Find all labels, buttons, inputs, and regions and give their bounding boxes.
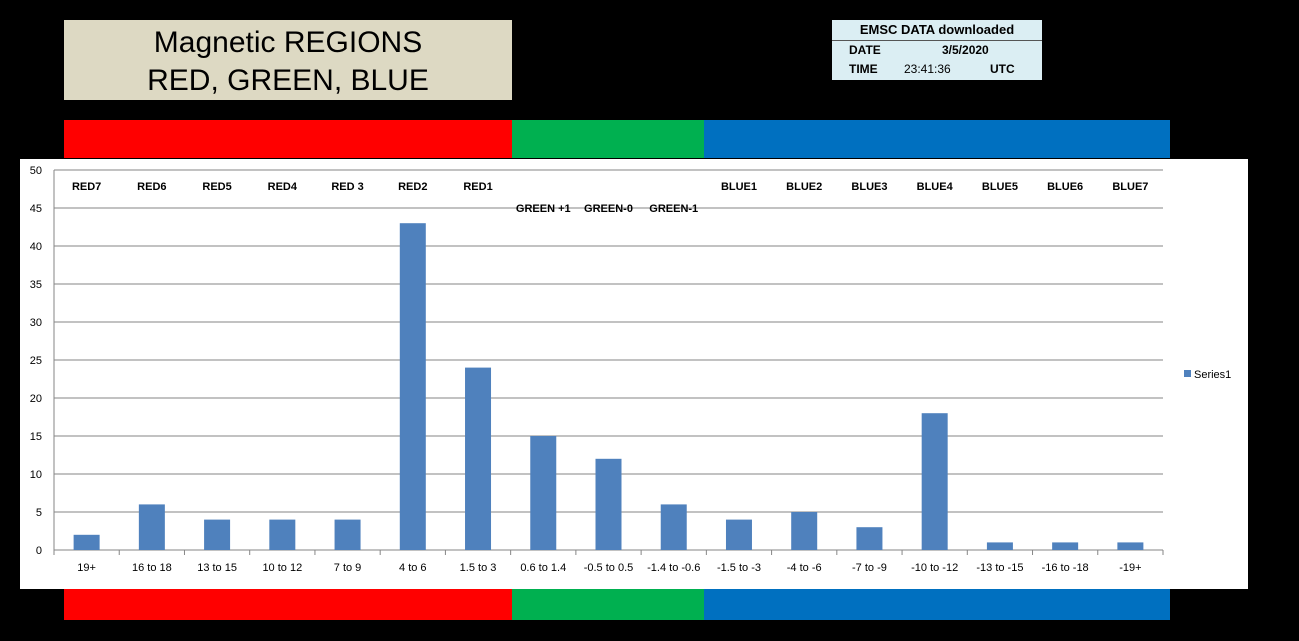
chart-area: 0 5 10 15 20 25 30 35 40 45 50 19+ 16 to 18 13 to 15 1…: [20, 159, 1248, 589]
region-label: RED2: [398, 181, 427, 193]
region-band-bottom: [64, 589, 1170, 620]
title-box: Magnetic REGIONS RED, GREEN, BLUE: [64, 20, 512, 100]
region-label: RED5: [202, 181, 231, 193]
bar: [856, 527, 883, 550]
band-green-bottom: [512, 589, 704, 620]
info-heading: EMSC DATA downloaded: [832, 20, 1042, 41]
region-label: GREEN-1: [649, 203, 698, 215]
x-tick-label: 13 to 15: [197, 562, 237, 574]
x-tick-label: 10 to 12: [262, 562, 302, 574]
band-green-top: [512, 120, 704, 158]
bar: [465, 367, 492, 550]
x-tick-label: 19+: [77, 562, 96, 574]
x-tick-label: -19+: [1119, 562, 1141, 574]
y-tick-label: 45: [30, 203, 42, 215]
region-label: BLUE2: [786, 181, 822, 193]
y-tick-label: 25: [30, 355, 42, 367]
time-label: TIME: [849, 62, 878, 76]
region-label: BLUE4: [917, 181, 954, 193]
bar: [399, 223, 426, 550]
bar: [921, 413, 948, 550]
title-line-1: Magnetic REGIONS: [153, 26, 423, 59]
band-blue-top: [704, 120, 1170, 158]
x-tick-label: 4 to 6: [399, 562, 427, 574]
bar: [530, 436, 557, 550]
bar: [1052, 542, 1079, 550]
y-tick-label: 20: [30, 393, 42, 405]
bar: [204, 519, 231, 550]
bar-chart: 0 5 10 15 20 25 30 35 40 45 50 19+ 16 to 18 13 to 15 1…: [30, 165, 1232, 574]
x-tick-label: -1.5 to -3: [717, 562, 761, 574]
info-time-row: TIME 23:41:36 UTC: [832, 60, 1042, 79]
bar: [334, 519, 361, 550]
band-red-bottom: [64, 589, 512, 620]
region-label: RED7: [72, 181, 101, 193]
x-tick-label: 1.5 to 3: [460, 562, 497, 574]
x-tick-label: -1.4 to -0.6: [647, 562, 700, 574]
x-tick-label: 0.6 to 1.4: [520, 562, 566, 574]
region-label: RED 3: [331, 181, 363, 193]
x-tick-label: -10 to -12: [911, 562, 958, 574]
x-tick-label: -13 to -15: [976, 562, 1023, 574]
y-tick-label: 15: [30, 431, 42, 443]
date-value: 3/5/2020: [942, 43, 989, 57]
info-date-row: DATE 3/5/2020: [832, 41, 1042, 60]
x-tick-label: -16 to -18: [1042, 562, 1089, 574]
bar: [791, 512, 818, 550]
region-label: BLUE1: [721, 181, 757, 193]
bar: [595, 458, 622, 550]
region-label: GREEN +1: [516, 203, 571, 215]
region-label: BLUE3: [851, 181, 887, 193]
y-tick-label: 0: [36, 545, 42, 557]
region-band-top: [64, 120, 1170, 158]
x-tick-label: 7 to 9: [334, 562, 362, 574]
bar: [986, 542, 1013, 550]
x-tick-label: -0.5 to 0.5: [584, 562, 634, 574]
band-red-top: [64, 120, 512, 158]
bar: [725, 519, 752, 550]
band-blue-bottom: [704, 589, 1170, 620]
bar: [660, 504, 687, 550]
region-label: BLUE6: [1047, 181, 1083, 193]
x-tick-label: -4 to -6: [787, 562, 822, 574]
bar: [138, 504, 165, 550]
y-tick-label: 10: [30, 469, 42, 481]
legend-label: Series1: [1194, 369, 1231, 381]
bar: [269, 519, 296, 550]
region-label: RED4: [268, 181, 298, 193]
y-tick-label: 50: [30, 165, 42, 177]
y-tick-label: 35: [30, 279, 42, 291]
region-label: BLUE7: [1112, 181, 1148, 193]
region-label: RED1: [463, 181, 492, 193]
bar: [73, 534, 100, 550]
y-tick-label: 5: [36, 507, 42, 519]
bar: [1117, 542, 1144, 550]
region-label: BLUE5: [982, 181, 1018, 193]
y-tick-label: 30: [30, 317, 42, 329]
title-line-2: RED, GREEN, BLUE: [147, 64, 429, 97]
region-label: GREEN-0: [584, 203, 633, 215]
region-label: RED6: [137, 181, 166, 193]
legend-swatch: [1184, 370, 1191, 377]
x-tick-label: 16 to 18: [132, 562, 172, 574]
x-tick-label: -7 to -9: [852, 562, 887, 574]
timezone: UTC: [990, 62, 1015, 76]
download-info-box: EMSC DATA downloaded DATE 3/5/2020 TIME …: [832, 20, 1042, 80]
y-tick-label: 40: [30, 241, 42, 253]
time-value: 23:41:36: [904, 62, 951, 76]
date-label: DATE: [849, 43, 881, 57]
